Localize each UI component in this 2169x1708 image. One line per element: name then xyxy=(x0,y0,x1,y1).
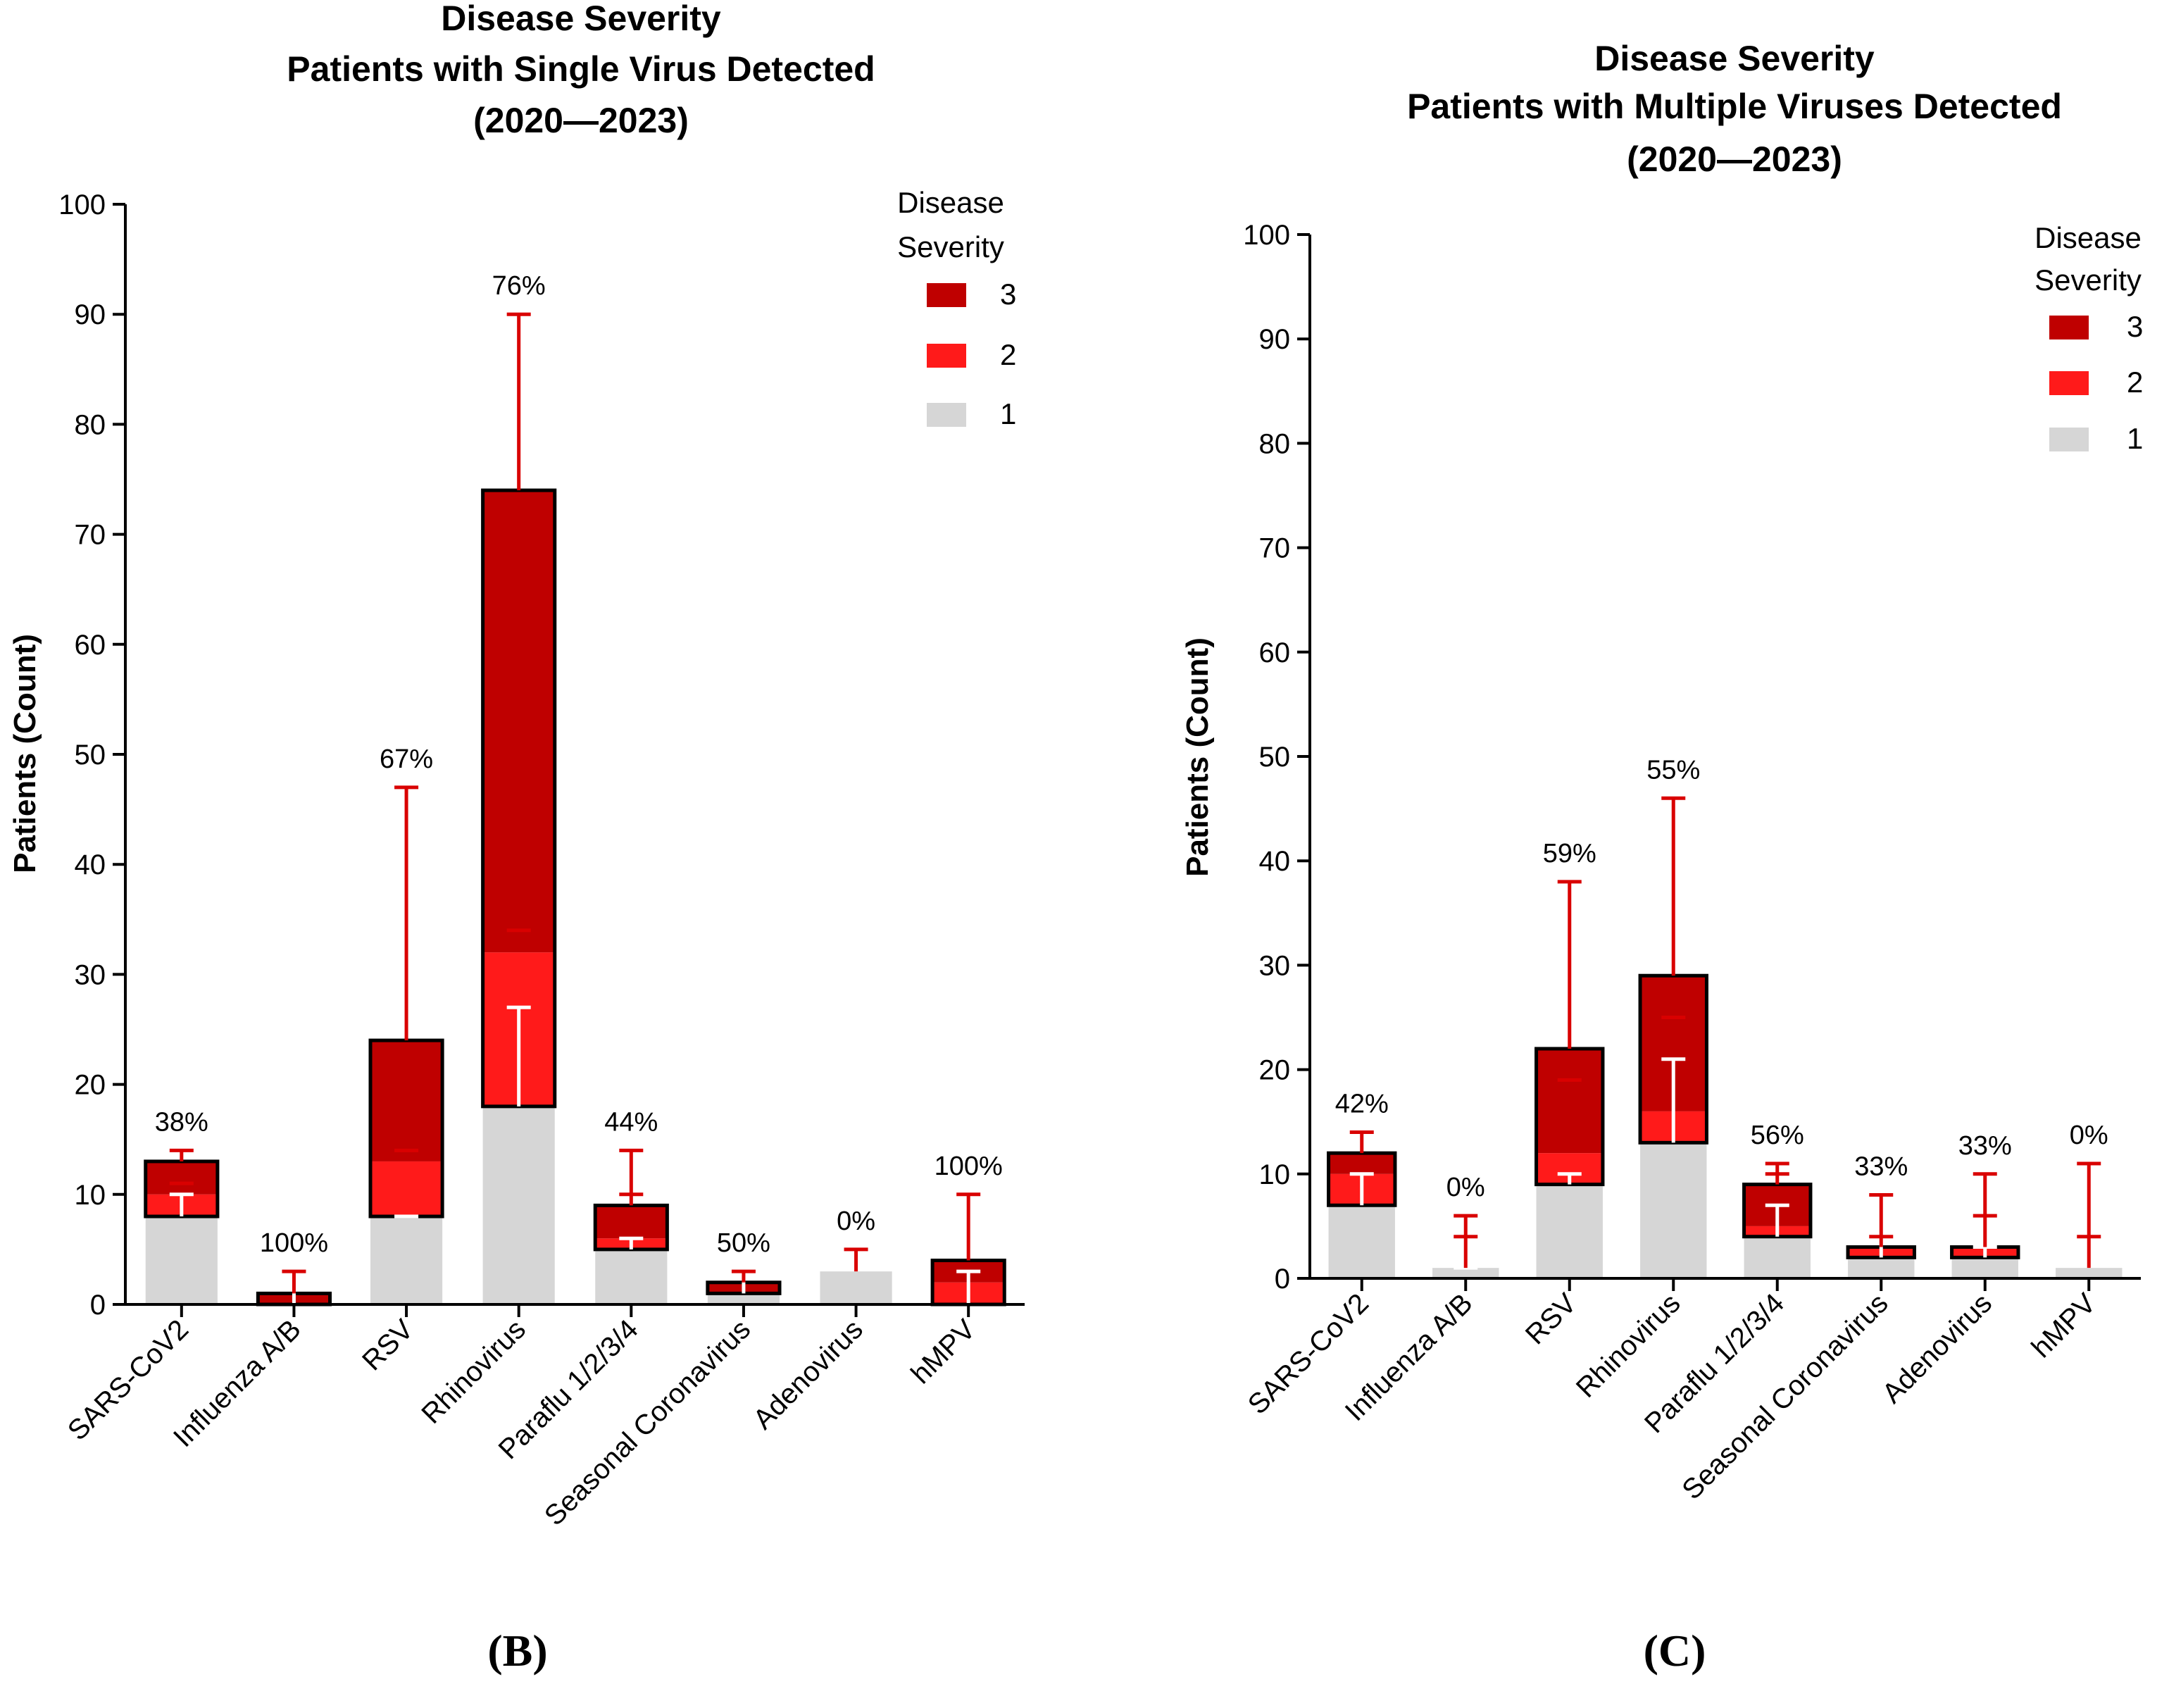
bar-percentage-label: 42% xyxy=(1335,1090,1389,1119)
legend-title-line: Disease xyxy=(897,186,1004,219)
bar-percentage-label: 44% xyxy=(604,1107,658,1137)
bar-segment-severity-1 xyxy=(1848,1257,1915,1278)
y-tick-label: 80 xyxy=(1259,428,1291,459)
bar-percentage-label: 38% xyxy=(155,1107,208,1137)
y-tick-label: 0 xyxy=(90,1290,106,1321)
x-tick-label: Seasonal Coronavirus xyxy=(539,1314,756,1531)
chart-title-line: Disease Severity xyxy=(1594,39,1875,78)
bar-percentage-label: 55% xyxy=(1646,755,1700,785)
x-tick-label: Seasonal Coronavirus xyxy=(1676,1288,1894,1505)
bar-segment-severity-1 xyxy=(1432,1268,1499,1278)
y-tick-label: 60 xyxy=(1259,637,1291,668)
chart-title-line: Disease Severity xyxy=(441,0,721,38)
bar-segment-severity-1 xyxy=(482,1106,555,1304)
chart-title-line: (2020—2023) xyxy=(473,101,689,140)
legend-title-line: Disease xyxy=(2034,221,2142,254)
panel-label: (B) xyxy=(487,1626,547,1676)
bar-percentage-label: 100% xyxy=(260,1228,328,1258)
bar-segment-severity-1 xyxy=(1328,1205,1395,1278)
y-tick-label: 50 xyxy=(75,740,106,771)
legend-swatch-severity-3 xyxy=(927,283,966,307)
y-tick-label: 90 xyxy=(75,299,106,330)
legend-title-line: Severity xyxy=(897,230,1004,263)
bar-segment-severity-3 xyxy=(145,1161,218,1195)
bar-segment-severity-3 xyxy=(1536,1048,1603,1154)
bar-segment-severity-1 xyxy=(595,1249,668,1304)
legend-swatch-severity-2 xyxy=(927,344,966,368)
bar-segment-severity-1 xyxy=(145,1216,218,1304)
y-tick-label: 30 xyxy=(75,959,106,990)
bar-segment-severity-1 xyxy=(370,1216,443,1304)
y-tick-label: 30 xyxy=(1259,950,1291,981)
bar-percentage-label: 0% xyxy=(837,1207,875,1236)
chart-title-line: Patients with Single Virus Detected xyxy=(287,49,875,89)
bar-percentage-label: 33% xyxy=(1854,1152,1908,1181)
x-tick-label: hMPV xyxy=(905,1314,981,1390)
legend-entry-label: 2 xyxy=(1000,338,1016,371)
y-tick-label: 80 xyxy=(75,409,106,440)
bar-segment-severity-1 xyxy=(1640,1142,1707,1278)
bar-percentage-label: 50% xyxy=(717,1228,770,1258)
bar-segment-severity-3 xyxy=(370,1040,443,1161)
y-tick-label: 20 xyxy=(1259,1055,1291,1086)
y-tick-label: 70 xyxy=(75,520,106,551)
legend-title-line: Severity xyxy=(2034,263,2142,297)
legend-swatch-severity-1 xyxy=(927,403,966,427)
bar-percentage-label: 100% xyxy=(935,1152,1003,1181)
bar-segment-severity-1 xyxy=(820,1271,892,1304)
y-tick-label: 10 xyxy=(75,1180,106,1211)
legend-entry-label: 2 xyxy=(2127,366,2143,399)
legend-entry-label: 1 xyxy=(1000,397,1016,430)
legend-swatch-severity-1 xyxy=(2049,428,2089,451)
legend-entry-label: 3 xyxy=(2127,310,2143,343)
bar-segment-severity-1 xyxy=(1951,1257,2018,1278)
x-tick-label: Rhinovirus xyxy=(415,1314,532,1430)
bar-percentage-label: 0% xyxy=(2070,1121,2108,1150)
y-tick-label: 60 xyxy=(75,630,106,661)
bar-segment-severity-3 xyxy=(482,490,555,953)
bar-segment-severity-3 xyxy=(1328,1153,1395,1174)
x-tick-label: Adenovirus xyxy=(747,1314,869,1435)
bar-segment-severity-2 xyxy=(370,1161,443,1217)
chart-panel-c: Disease Severity Patients with Multiple V… xyxy=(1180,39,2143,1676)
x-tick-label: RSV xyxy=(356,1314,419,1376)
bar-percentage-label: 76% xyxy=(492,271,546,301)
y-tick-label: 90 xyxy=(1259,324,1291,355)
bar-segment-severity-1 xyxy=(1536,1184,1603,1278)
chart-title-line: (2020—2023) xyxy=(1627,139,1842,179)
y-tick-label: 100 xyxy=(1243,220,1290,251)
bar-segment-severity-3 xyxy=(595,1205,668,1239)
x-tick-label: RSV xyxy=(1520,1288,1582,1350)
y-tick-label: 0 xyxy=(1275,1264,1290,1295)
bar-percentage-label: 59% xyxy=(1543,839,1596,868)
panel-label: (C) xyxy=(1644,1626,1706,1676)
bar-segment-severity-1 xyxy=(2056,1268,2123,1278)
bar-segment-severity-1 xyxy=(1744,1236,1811,1278)
bar-percentage-label: 33% xyxy=(1958,1131,2012,1161)
y-tick-label: 100 xyxy=(58,189,106,220)
x-tick-label: hMPV xyxy=(2025,1288,2101,1364)
bar-percentage-label: 0% xyxy=(1446,1173,1485,1202)
y-tick-label: 40 xyxy=(75,849,106,880)
bar-percentage-label: 56% xyxy=(1751,1121,1804,1150)
x-tick-label: Adenovirus xyxy=(1876,1288,1998,1409)
y-tick-label: 10 xyxy=(1259,1159,1291,1190)
y-tick-label: 20 xyxy=(75,1070,106,1101)
chart-title-line: Patients with Multiple Viruses Detected xyxy=(1407,87,2062,126)
y-tick-label: 50 xyxy=(1259,742,1291,773)
bar-segment-severity-1 xyxy=(707,1293,780,1304)
legend-entry-label: 1 xyxy=(2127,422,2143,455)
y-axis-label: Patients (Count) xyxy=(8,634,42,873)
chart-panel-b: Disease Severity Patients with Single Vir… xyxy=(8,0,1025,1676)
y-axis-label: Patients (Count) xyxy=(1180,637,1215,877)
bar-percentage-label: 67% xyxy=(380,744,433,774)
legend-swatch-severity-2 xyxy=(2049,371,2089,395)
y-tick-label: 70 xyxy=(1259,533,1291,564)
legend-entry-label: 3 xyxy=(1000,278,1016,311)
y-tick-label: 40 xyxy=(1259,846,1291,877)
legend-swatch-severity-3 xyxy=(2049,316,2089,339)
